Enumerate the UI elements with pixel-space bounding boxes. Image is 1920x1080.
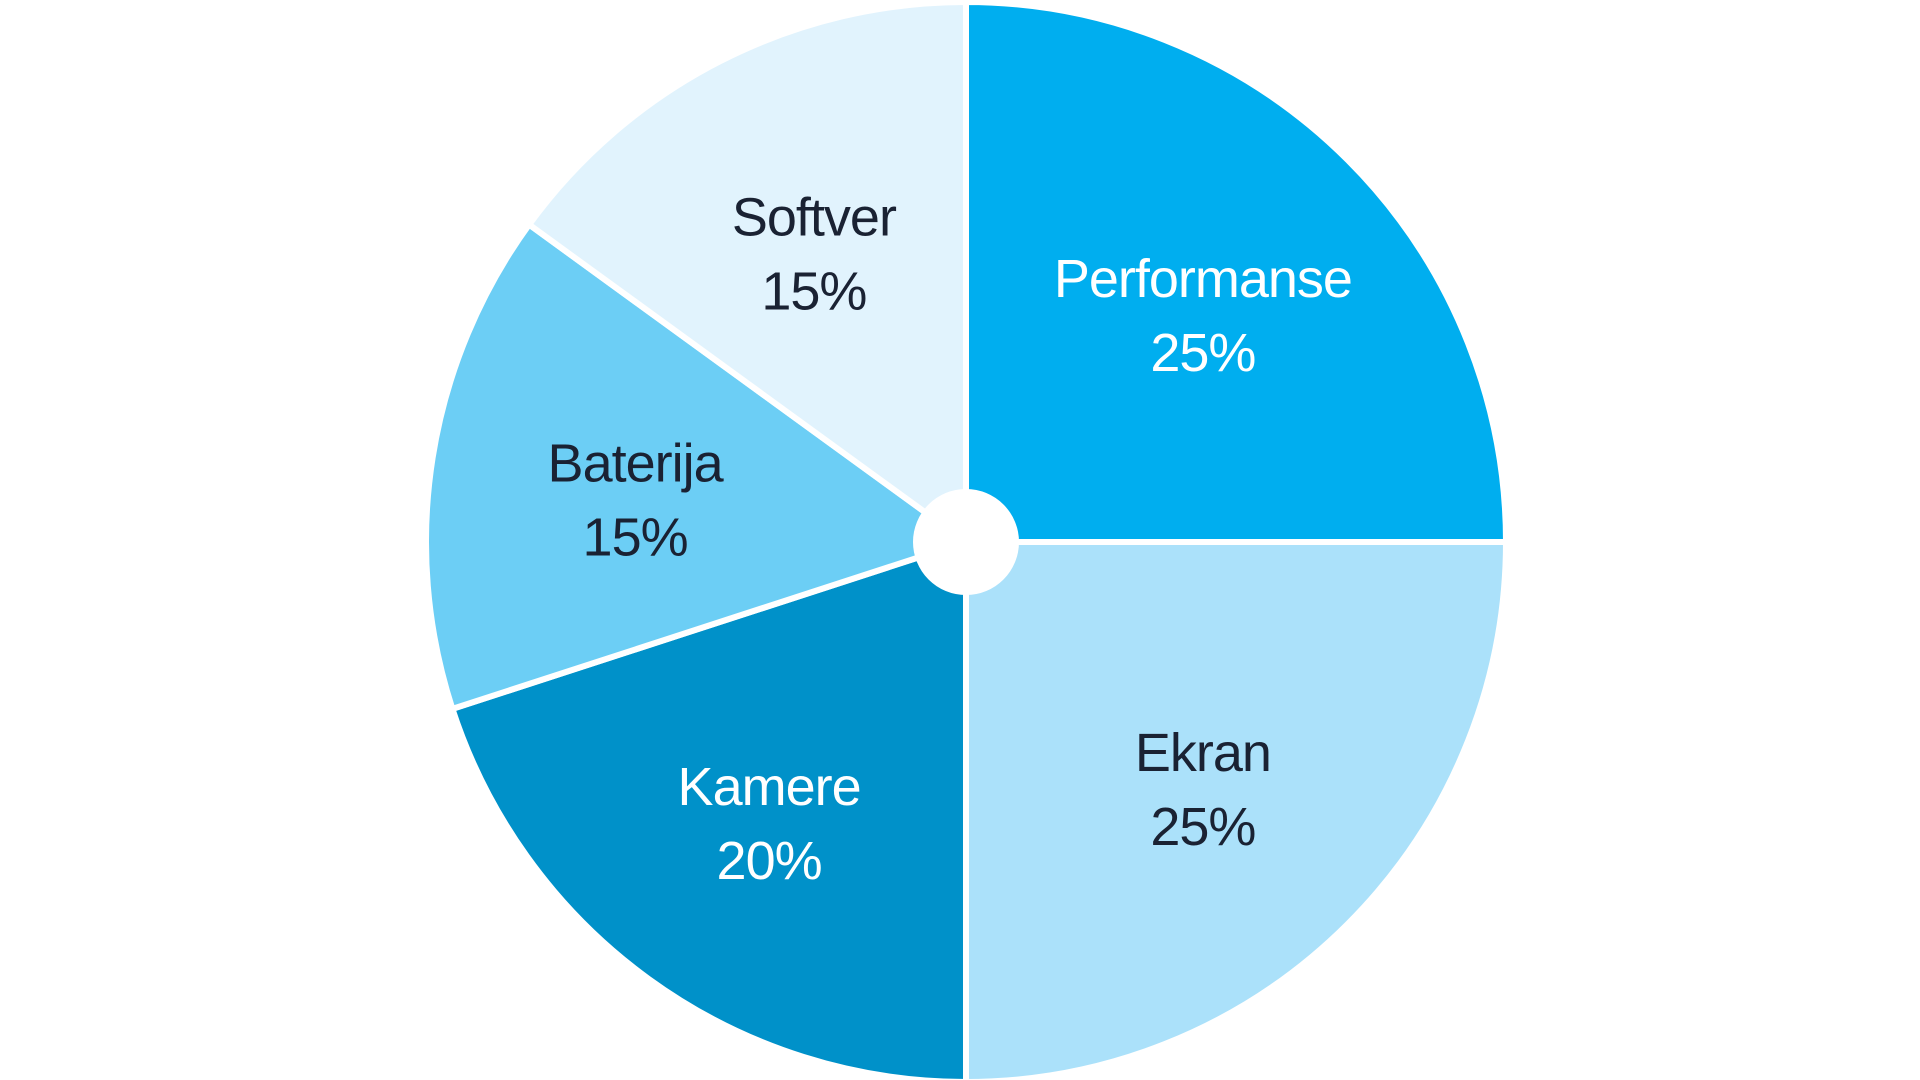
slice-value-softver: 15% bbox=[761, 262, 866, 322]
slice-label-group-softver: Softver 15% bbox=[732, 188, 898, 322]
slice-label-group-ekran: Ekran 25% bbox=[1135, 723, 1272, 857]
slice-label-group-baterija: Baterija 15% bbox=[548, 434, 726, 568]
slice-label-baterija: Baterija bbox=[548, 434, 725, 494]
slice-value-ekran: 25% bbox=[1150, 797, 1255, 857]
labels-layer: Performanse 25% Ekran 25% Kamere 20% Baterija 1… bbox=[548, 188, 1353, 892]
slice-value-kamere: 20% bbox=[717, 831, 822, 891]
pie-slice-kamere bbox=[448, 537, 969, 1080]
center-hole bbox=[913, 489, 1019, 595]
slice-value-baterija: 15% bbox=[583, 508, 688, 568]
pie-slice-ekran bbox=[963, 539, 1510, 1080]
slice-value-performanse: 25% bbox=[1150, 323, 1255, 383]
slice-label-performanse: Performanse bbox=[1054, 249, 1352, 309]
slice-label-softver: Softver bbox=[732, 188, 897, 248]
slices-layer bbox=[423, 0, 1510, 1080]
slice-label-group-performanse: Performanse 25% bbox=[1054, 249, 1353, 383]
pie-slice-baterija bbox=[423, 220, 973, 713]
pie-slice-performanse bbox=[963, 0, 1510, 545]
pie-slice-softver bbox=[524, 0, 969, 548]
slice-label-kamere: Kamere bbox=[678, 757, 861, 817]
slice-label-ekran: Ekran bbox=[1135, 723, 1271, 783]
slice-label-group-kamere: Kamere 20% bbox=[678, 757, 862, 891]
